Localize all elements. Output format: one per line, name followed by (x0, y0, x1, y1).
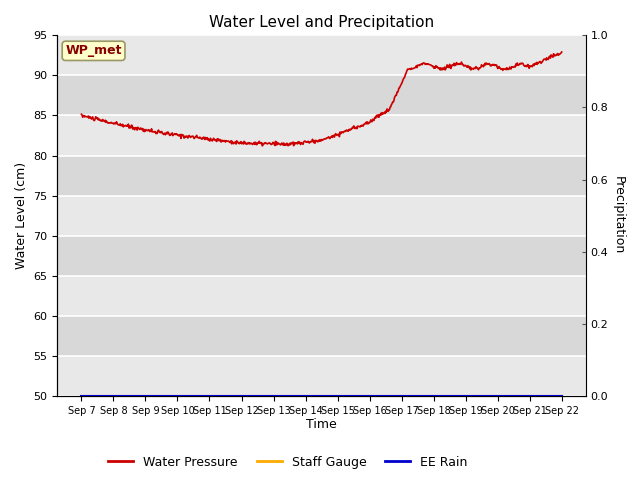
Bar (58, 195, 586, 236)
Bar (58, 36, 586, 75)
Title: Water Level and Precipitation: Water Level and Precipitation (209, 15, 434, 30)
Bar (58, 356, 586, 396)
Y-axis label: Water Level (cm): Water Level (cm) (15, 162, 28, 269)
Legend: Water Pressure, Staff Gauge, EE Rain: Water Pressure, Staff Gauge, EE Rain (104, 451, 472, 474)
Bar (58, 116, 586, 156)
Bar (58, 156, 586, 195)
Bar (58, 236, 586, 276)
Bar (58, 276, 586, 316)
Bar (58, 75, 586, 116)
Text: WP_met: WP_met (65, 44, 122, 57)
Bar (58, 316, 586, 356)
X-axis label: Time: Time (306, 419, 337, 432)
Y-axis label: Precipitation: Precipitation (612, 177, 625, 255)
